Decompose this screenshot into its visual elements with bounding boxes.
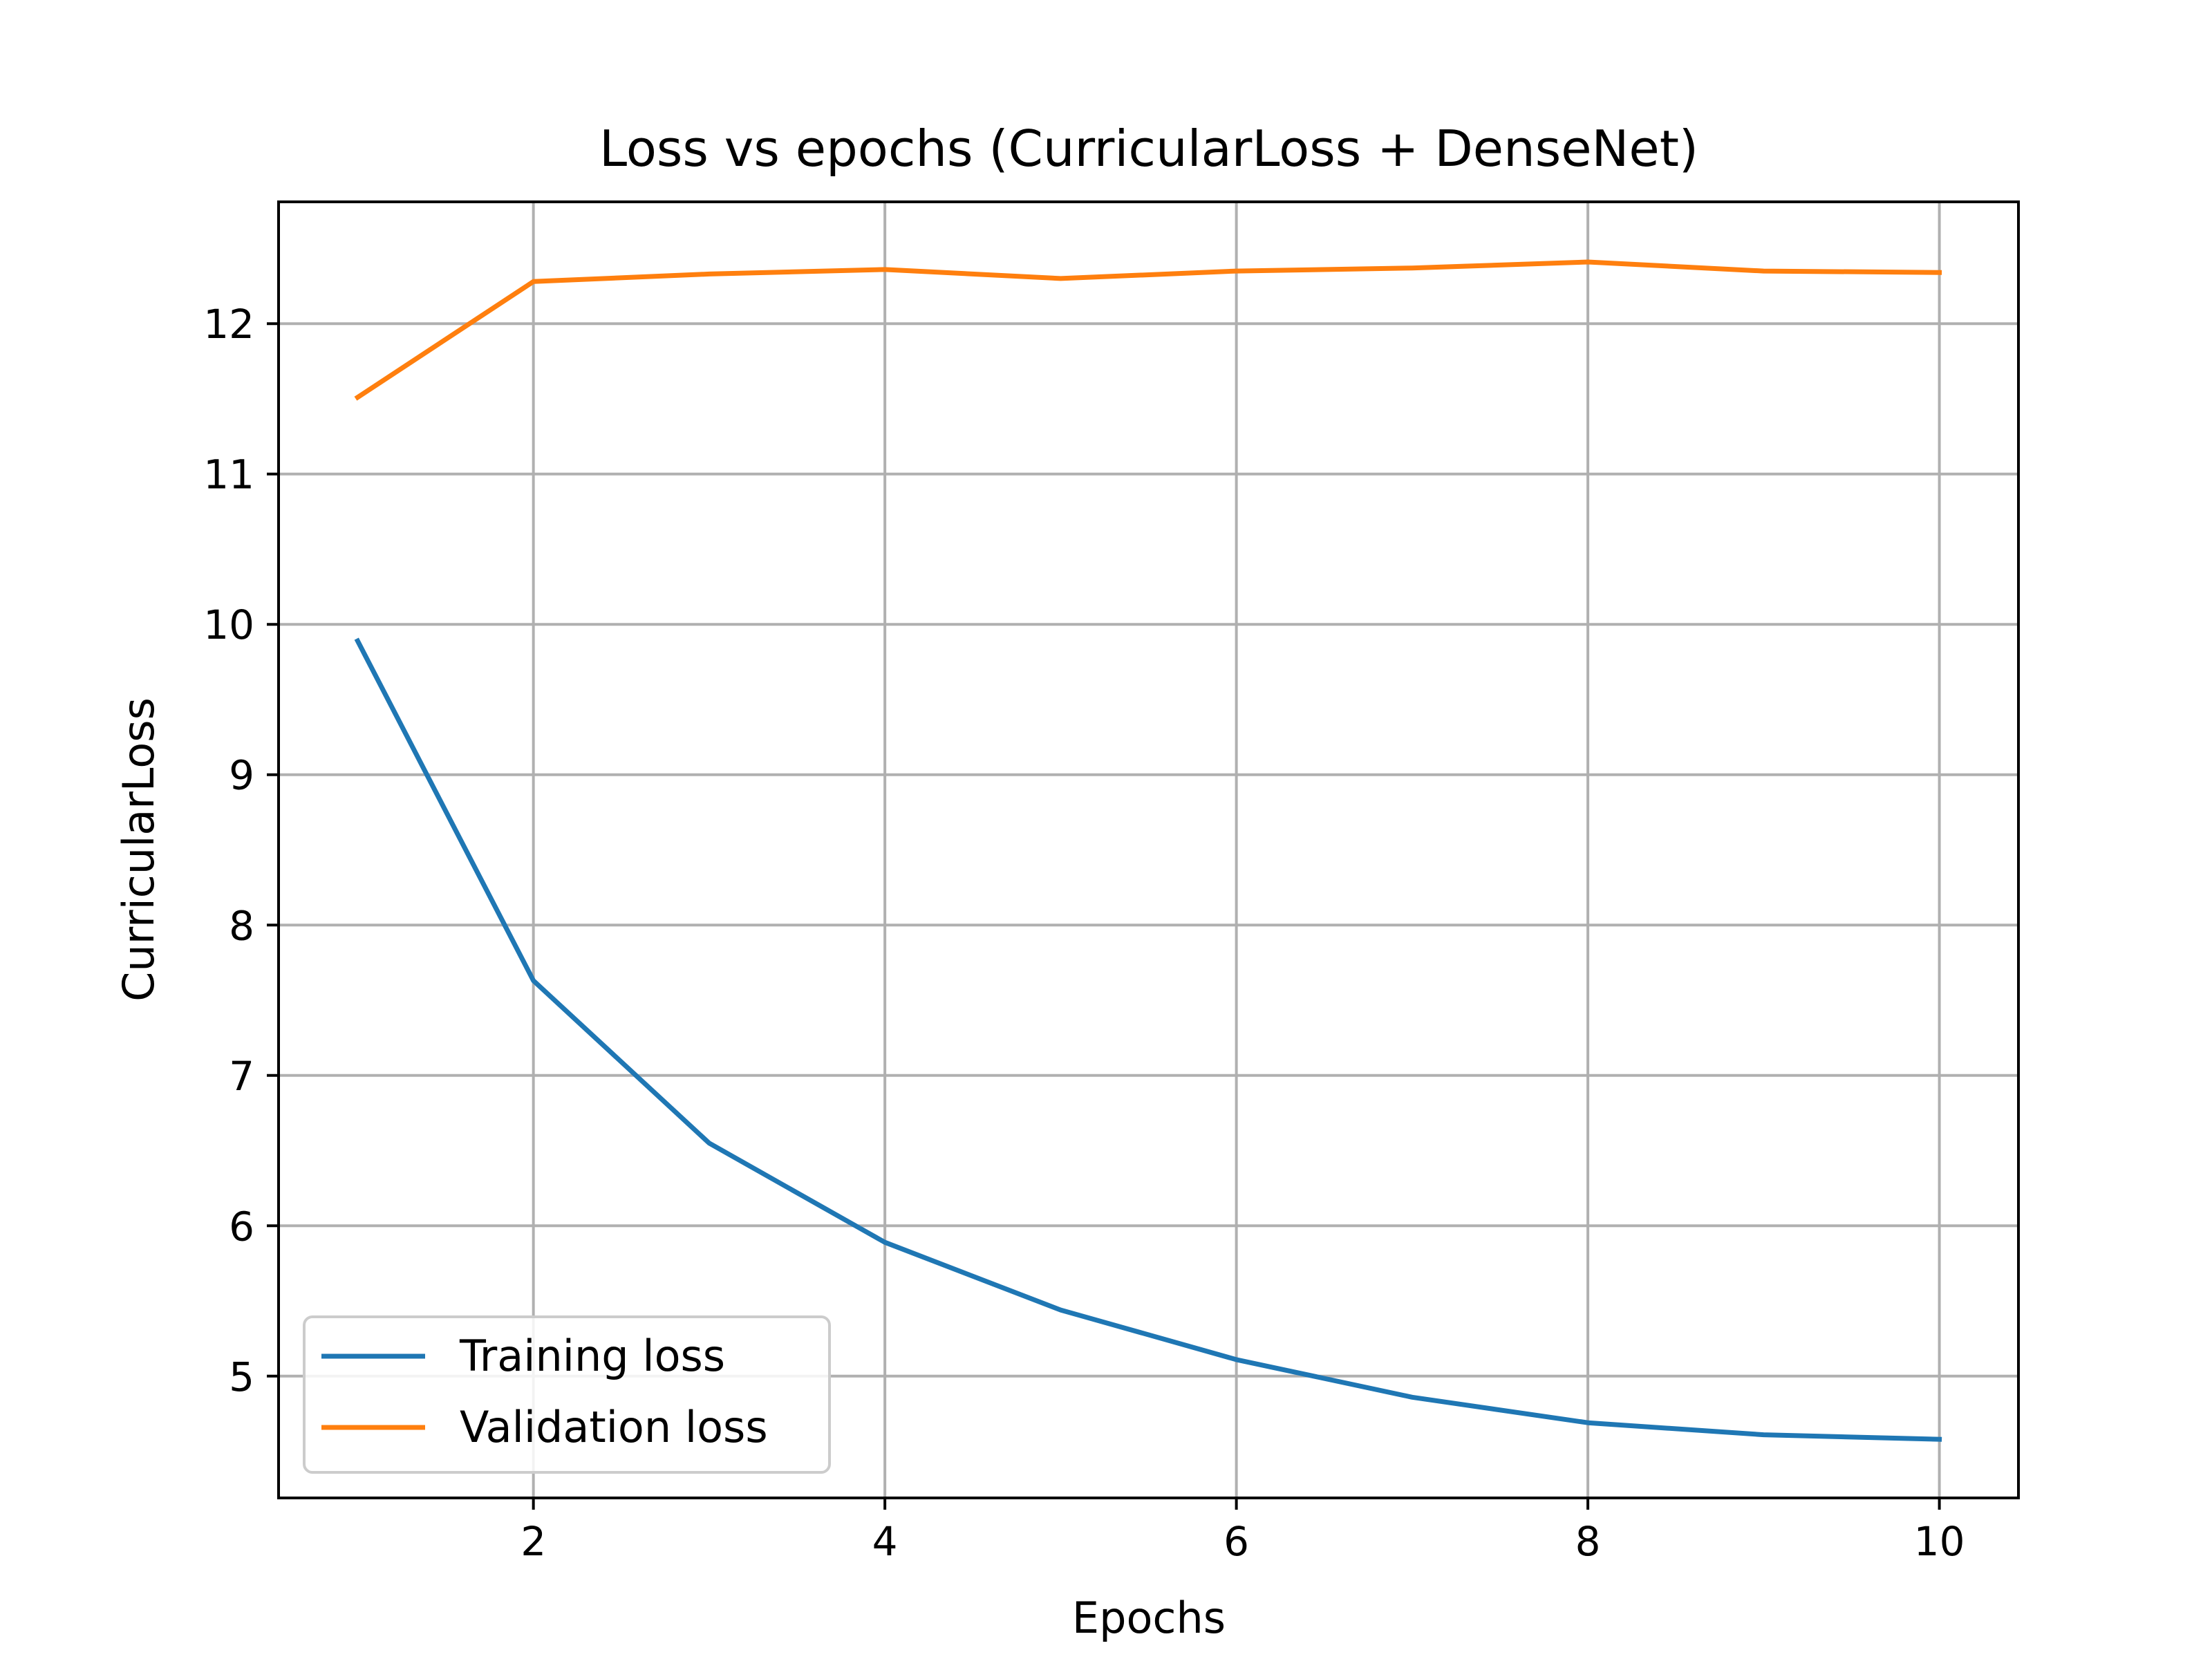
y-tick-label: 12: [203, 301, 254, 348]
plot-frame: [277, 200, 2020, 1499]
x-tick-label: 4: [872, 1518, 898, 1565]
y-tick-label: 9: [229, 752, 254, 799]
legend-label-validation-loss: Validation loss: [460, 1402, 768, 1452]
x-tick-label: 6: [1224, 1518, 1249, 1565]
validation-loss-line: [354, 259, 1942, 401]
y-tick-label: 8: [229, 902, 254, 949]
x-tick-label: 8: [1575, 1518, 1601, 1565]
y-tick-label: 6: [229, 1203, 254, 1250]
y-tick-label: 7: [229, 1053, 254, 1100]
legend-box: [303, 1315, 831, 1474]
x-axis-label: Epochs: [1072, 1593, 1226, 1643]
y-axis-label: CurricularLoss: [113, 697, 164, 1002]
x-tick-label: 10: [1914, 1518, 1965, 1565]
axis-ticks: 2 4 6 8 10 5 6 7 8 9 10 11 12: [203, 301, 1965, 1565]
x-tick-label: 2: [521, 1518, 546, 1565]
chart-title: Loss vs epochs (CurricularLoss + DenseNe…: [599, 120, 1698, 178]
y-tick-label: 5: [229, 1353, 254, 1400]
legend-label-training-loss: Training loss: [459, 1331, 725, 1381]
legend: Training loss Validation loss: [303, 1315, 831, 1474]
y-tick-label: 11: [203, 451, 254, 498]
series-layer: [354, 259, 1942, 1442]
training-loss-line: [354, 637, 1942, 1442]
grid-lines: [279, 202, 2018, 1498]
y-tick-label: 10: [203, 601, 254, 648]
